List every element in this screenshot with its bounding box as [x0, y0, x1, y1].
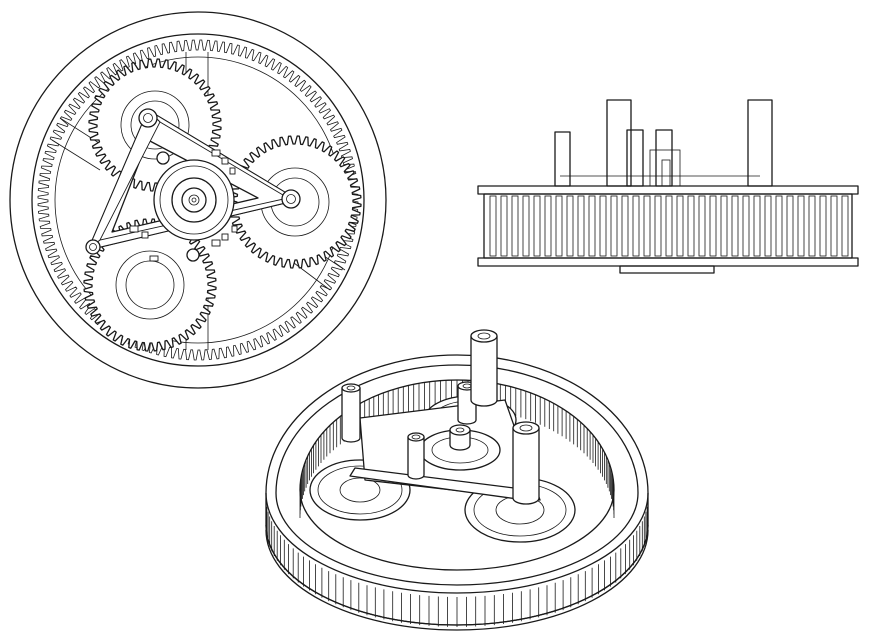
side-belt-tooth: [819, 195, 827, 257]
planet-hub-1: [130, 100, 180, 150]
side-belt-tooth: [500, 195, 508, 257]
side-belt-tooth: [786, 195, 794, 257]
carrier-pin-1: [138, 108, 158, 128]
top-view: [9, 11, 387, 389]
side-belt-tooth: [797, 195, 805, 257]
iso-bottom-rim: [265, 524, 649, 631]
ring-gear-outer-edge: [31, 33, 365, 367]
side-belt-tooth: [676, 195, 684, 257]
sun-gear-shaft: [181, 187, 207, 213]
side-belt-tooth: [610, 195, 618, 257]
side-belt-tooth: [577, 195, 585, 257]
planet-pin-side-3: [655, 129, 673, 187]
outer-housing-rim: [9, 11, 387, 389]
carrier-pin-3: [85, 239, 101, 255]
side-belt-body: [483, 193, 853, 259]
side-belt-tooth: [830, 195, 838, 257]
carrier-stud-1: [156, 151, 170, 165]
side-belt-tooth: [764, 195, 772, 257]
side-belt-tooth: [533, 195, 541, 257]
isometric-view: [265, 329, 649, 631]
side-belt-tooth: [632, 195, 640, 257]
planet-hub-1: [120, 90, 190, 160]
iso-pin-3: [407, 436, 425, 480]
side-bottom-flange: [477, 257, 859, 267]
side-belt-tooth: [522, 195, 530, 257]
iso-pin-1: [341, 387, 361, 443]
iso-posts: [341, 329, 540, 505]
side-belt-tooth: [665, 195, 673, 257]
iso-output-shaft-2: [512, 427, 540, 505]
sun-shaft-side: [649, 149, 681, 187]
side-belt-tooth: [709, 195, 717, 257]
side-belt-tooth: [599, 195, 607, 257]
iso-output-shaft-1: [470, 335, 498, 407]
side-belt-tooth: [698, 195, 706, 257]
iso-ring-gear-front: [299, 489, 615, 571]
iso-outer-belt-ribs: [265, 497, 649, 627]
side-belt-teeth: [489, 195, 849, 257]
side-belt-tooth: [742, 195, 750, 257]
output-shaft-right: [747, 99, 773, 187]
planet-hub-3: [115, 250, 185, 320]
side-base-boss: [619, 265, 715, 274]
ring-gear-teeth: [37, 39, 359, 361]
side-belt-tooth: [555, 195, 563, 257]
side-top-flange: [477, 185, 859, 195]
carrier-pin-2: [281, 189, 301, 209]
side-belt-tooth: [775, 195, 783, 257]
side-belt-tooth: [654, 195, 662, 257]
side-belt-tooth: [511, 195, 519, 257]
planet-pin-side-1: [554, 131, 571, 187]
side-belt-tooth: [841, 195, 849, 257]
iso-top-rim-front: [265, 492, 649, 594]
side-belt-tooth: [808, 195, 816, 257]
side-belt-tooth: [588, 195, 596, 257]
side-belt-tooth: [731, 195, 739, 257]
carrier-slots: [129, 149, 238, 262]
iso-top-rim-back: [265, 354, 649, 494]
side-belt-tooth: [643, 195, 651, 257]
side-belt-tooth: [566, 195, 574, 257]
carrier-stud-2: [186, 248, 200, 262]
planet-pin-side-2: [626, 129, 644, 187]
side-view: [477, 99, 859, 274]
side-belt-tooth: [753, 195, 761, 257]
side-belt-tooth: [489, 195, 497, 257]
side-belt-tooth: [720, 195, 728, 257]
side-belt-tooth: [621, 195, 629, 257]
side-belt-tooth: [544, 195, 552, 257]
side-belt-tooth: [687, 195, 695, 257]
